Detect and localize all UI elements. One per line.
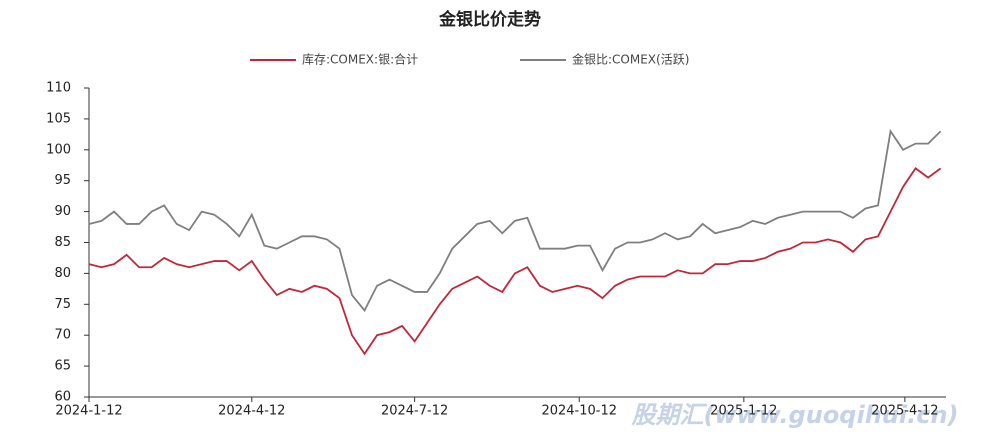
y-tick-label: 75 (54, 297, 71, 312)
y-tick-label: 80 (54, 266, 71, 281)
legend-label: 库存:COMEX:银:合计 (302, 52, 418, 67)
y-tick-label: 110 (46, 81, 71, 96)
watermark: 股期汇(www.guoqihui.cn) (630, 401, 958, 429)
line (88, 167, 942, 356)
y-tick-label: 65 (54, 359, 71, 374)
x-tick-label: 2024-7-12 (381, 404, 448, 419)
y-tick-label: 105 (46, 111, 71, 126)
x-tick-label: 2025-4-12 (871, 404, 938, 419)
chart-title: 金银比价走势 (438, 9, 541, 30)
y-tick-label: 85 (54, 235, 71, 250)
y-tick-label: 90 (54, 204, 71, 219)
x-tick-label: 2025-1-12 (710, 404, 777, 419)
y-tick-label: 60 (54, 390, 71, 405)
x-tick-label: 2024-1-12 (55, 404, 122, 419)
x-tick-label: 2024-4-12 (218, 404, 285, 419)
line (88, 128, 942, 313)
y-tick-label: 70 (54, 328, 71, 343)
y-tick-label: 95 (54, 173, 71, 188)
x-tick-label: 2024-10-12 (541, 404, 617, 419)
legend-label: 金银比:COMEX(活跃) (572, 52, 689, 67)
y-tick-label: 100 (46, 142, 71, 157)
